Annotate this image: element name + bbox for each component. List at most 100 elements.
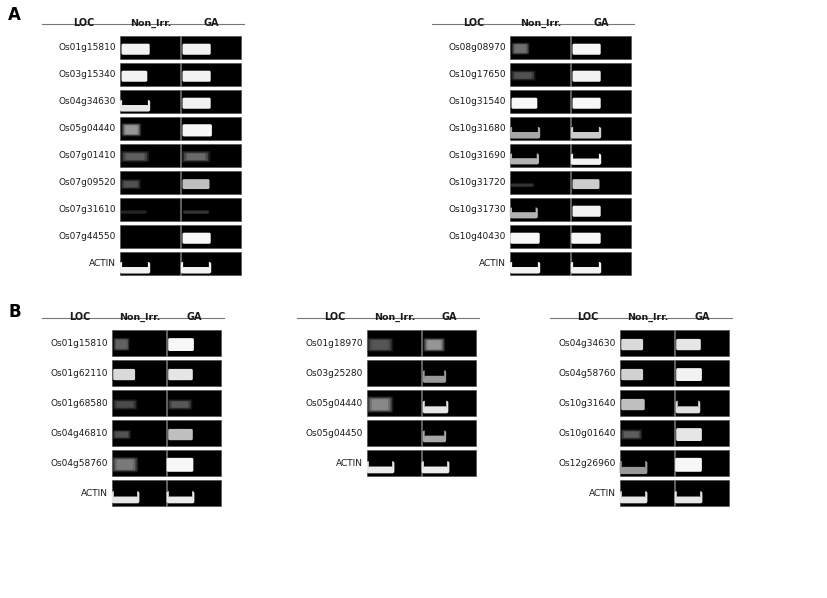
FancyBboxPatch shape [122,71,147,82]
FancyBboxPatch shape [571,127,601,139]
Bar [167,420,221,446]
Bar [120,36,180,59]
Bar [510,36,570,59]
Bar [675,360,729,386]
Bar [112,360,166,386]
FancyBboxPatch shape [509,208,538,218]
FancyBboxPatch shape [510,233,540,244]
FancyBboxPatch shape [512,42,529,55]
FancyBboxPatch shape [619,491,648,504]
Bar [571,63,631,86]
FancyBboxPatch shape [425,399,447,409]
FancyBboxPatch shape [122,44,150,55]
Text: Os01g15810: Os01g15810 [59,43,116,52]
FancyBboxPatch shape [114,431,130,438]
FancyBboxPatch shape [116,432,128,437]
FancyBboxPatch shape [183,233,211,244]
FancyBboxPatch shape [372,340,388,349]
FancyBboxPatch shape [513,72,534,80]
FancyBboxPatch shape [112,399,137,410]
FancyBboxPatch shape [424,376,445,382]
Bar [571,117,631,140]
Bar [120,171,180,194]
FancyBboxPatch shape [117,460,133,469]
Text: LOC: LOC [577,312,598,322]
Text: Os04g46810: Os04g46810 [50,429,108,438]
FancyBboxPatch shape [511,71,536,81]
FancyBboxPatch shape [186,153,206,160]
FancyBboxPatch shape [122,99,148,108]
Bar [620,420,674,446]
FancyBboxPatch shape [675,458,702,472]
FancyBboxPatch shape [112,457,137,471]
FancyBboxPatch shape [622,490,645,499]
Text: Os08g08970: Os08g08970 [448,43,506,52]
Text: ACTIN: ACTIN [81,489,108,498]
FancyBboxPatch shape [117,340,127,349]
FancyBboxPatch shape [622,431,641,438]
FancyBboxPatch shape [121,210,146,213]
Bar [120,198,180,221]
FancyBboxPatch shape [428,340,441,349]
Bar [367,330,421,356]
FancyBboxPatch shape [572,267,600,273]
Bar [167,450,221,476]
FancyBboxPatch shape [624,432,638,438]
FancyBboxPatch shape [169,496,193,502]
FancyBboxPatch shape [170,401,190,408]
FancyBboxPatch shape [183,124,212,136]
Text: Os10g01640: Os10g01640 [558,429,616,438]
Text: Os03g25280: Os03g25280 [306,368,363,377]
FancyBboxPatch shape [424,406,447,412]
FancyBboxPatch shape [675,491,702,504]
Text: Os10g31640: Os10g31640 [558,398,616,407]
Bar [422,450,476,476]
FancyBboxPatch shape [113,369,135,380]
FancyBboxPatch shape [423,460,447,469]
Text: Os04g58760: Os04g58760 [50,459,108,468]
FancyBboxPatch shape [168,399,193,410]
Bar [510,171,570,194]
Text: Os07g01410: Os07g01410 [59,151,116,160]
Bar [367,450,421,476]
FancyBboxPatch shape [572,97,600,109]
Bar [422,390,476,416]
Bar [571,198,631,221]
Text: Os01g15810: Os01g15810 [50,338,108,347]
FancyBboxPatch shape [113,338,130,351]
Text: Non_Irr.: Non_Irr. [627,312,668,322]
FancyBboxPatch shape [366,461,394,474]
Text: Os03g15340: Os03g15340 [59,70,116,79]
FancyBboxPatch shape [573,261,599,269]
Text: Os04g58760: Os04g58760 [558,368,616,377]
Bar [422,360,476,386]
FancyBboxPatch shape [168,369,193,380]
Bar [112,330,166,356]
Text: ACTIN: ACTIN [89,259,116,268]
FancyBboxPatch shape [123,124,139,135]
FancyBboxPatch shape [621,467,646,473]
Text: Os10g31730: Os10g31730 [448,205,506,214]
FancyBboxPatch shape [677,406,699,412]
FancyBboxPatch shape [425,429,444,438]
Text: LOC: LOC [463,18,485,28]
FancyBboxPatch shape [183,267,209,273]
FancyBboxPatch shape [512,126,538,135]
FancyBboxPatch shape [126,153,145,160]
Bar [367,360,421,386]
Text: LOC: LOC [324,312,346,322]
FancyBboxPatch shape [676,490,700,499]
Bar [367,390,421,416]
Bar [167,390,221,416]
FancyBboxPatch shape [112,430,131,439]
FancyBboxPatch shape [183,261,209,269]
Bar [571,36,631,59]
Bar [620,360,674,386]
Bar [181,63,241,86]
FancyBboxPatch shape [122,105,148,111]
FancyBboxPatch shape [372,399,388,410]
Text: A: A [8,6,21,24]
FancyBboxPatch shape [514,72,532,78]
Text: ACTIN: ACTIN [479,259,506,268]
Text: GA: GA [187,312,203,322]
